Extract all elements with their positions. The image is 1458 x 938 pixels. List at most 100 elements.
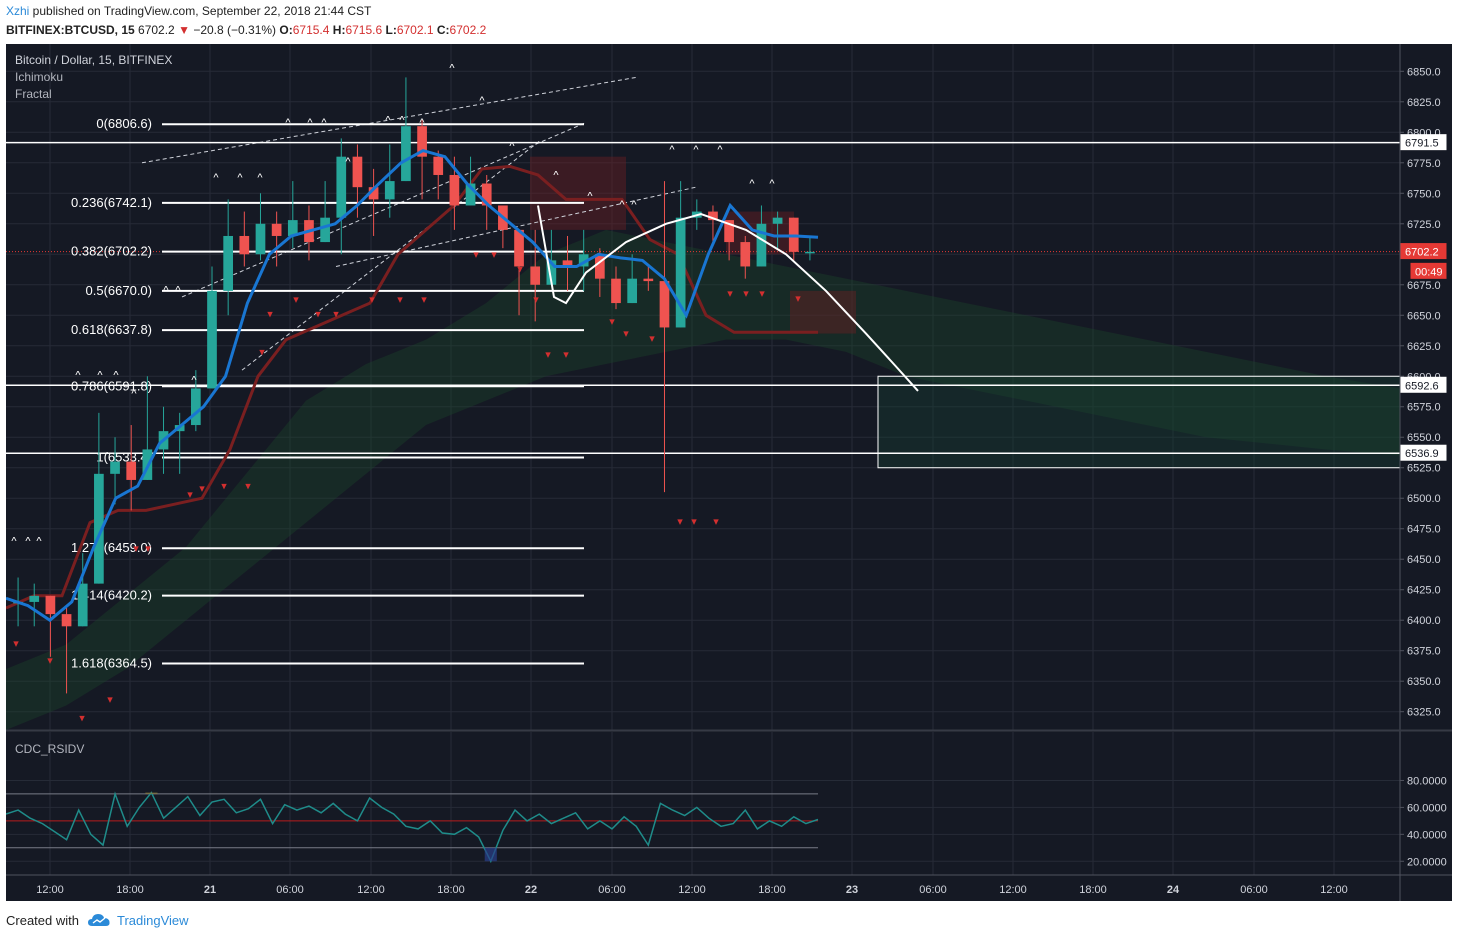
- candle-body[interactable]: [61, 614, 72, 627]
- author-link[interactable]: Xzhi: [6, 4, 30, 18]
- fractal-up-marker: ^: [509, 140, 515, 152]
- fractal-down-marker: ▾: [545, 349, 551, 361]
- candle-body[interactable]: [708, 211, 718, 221]
- candle-body[interactable]: [207, 290, 217, 389]
- target-box[interactable]: [877, 375, 1401, 469]
- candle-body[interactable]: [384, 181, 395, 200]
- candle-body[interactable]: [627, 278, 638, 304]
- rsi-tick-label: 20.0000: [1407, 856, 1447, 868]
- time-tick-label: 22: [525, 884, 537, 896]
- rsi-axis: 80.0000 60.0000 40.0000 20.0000: [1400, 775, 1447, 868]
- candle-body[interactable]: [368, 187, 379, 200]
- fib-level-label: 0(6806.6): [96, 116, 152, 131]
- candle-body[interactable]: [481, 183, 492, 206]
- fractal-up-marker: ^: [163, 284, 169, 296]
- candle-body[interactable]: [287, 220, 298, 236]
- candle-body[interactable]: [223, 235, 234, 291]
- price-tick-label: 6575.0: [1407, 402, 1441, 414]
- candle-body[interactable]: [611, 278, 621, 304]
- candle-body[interactable]: [190, 388, 201, 426]
- candle-body[interactable]: [239, 235, 250, 255]
- candle-body[interactable]: [94, 473, 104, 584]
- candle-body[interactable]: [643, 278, 654, 282]
- candle-body[interactable]: [578, 254, 589, 267]
- time-tick-label: 18:00: [437, 884, 465, 896]
- candle-body[interactable]: [29, 595, 40, 602]
- rsi-title[interactable]: CDC_RSIDV: [15, 742, 84, 756]
- candle-body[interactable]: [401, 126, 411, 182]
- fractal-down-marker: ▾: [743, 288, 749, 300]
- candle-body[interactable]: [805, 251, 815, 254]
- tradingview-cloud-icon[interactable]: [87, 911, 111, 929]
- candle-body[interactable]: [417, 126, 427, 157]
- tradingview-brand-link[interactable]: TradingView: [117, 913, 189, 928]
- price-chart-svg[interactable]: 0(6806.6) 0.236(6742.1) 0.382(6702.2) 0.5(6…: [5, 44, 1452, 901]
- candle-body[interactable]: [465, 183, 476, 206]
- fractal-down-marker: ▾: [13, 638, 19, 650]
- rsi-pane[interactable]: [5, 791, 819, 864]
- fractal-up-marker: ^: [693, 144, 699, 156]
- candle-body[interactable]: [659, 281, 670, 328]
- candle-body[interactable]: [45, 595, 56, 615]
- projection-path[interactable]: [537, 205, 919, 392]
- candle-body[interactable]: [756, 223, 767, 267]
- fractal-up-marker: ^: [191, 375, 197, 387]
- candle-body[interactable]: [546, 260, 557, 285]
- chart-area[interactable]: 0(6806.6) 0.236(6742.1) 0.382(6702.2) 0.5(6…: [5, 44, 1452, 901]
- candle-body[interactable]: [255, 223, 266, 255]
- fractal-up-marker: ^: [213, 172, 219, 184]
- candle-body[interactable]: [675, 217, 686, 328]
- fractal-down-marker: ▾: [759, 288, 765, 300]
- fractal-down-marker: ▾: [623, 328, 629, 340]
- fractal-down-marker: ▾: [691, 516, 697, 528]
- candle-body[interactable]: [530, 266, 541, 285]
- price-change: −20.8 (−0.31%): [193, 23, 277, 37]
- candle-body[interactable]: [126, 461, 137, 480]
- legend-title: Bitcoin / Dollar, 15, BITFINEX: [15, 53, 172, 67]
- fractal-down-marker: ▾: [397, 294, 403, 306]
- candle-body[interactable]: [77, 583, 88, 627]
- time-tick-label: 24: [1167, 884, 1180, 896]
- time-axis[interactable]: 12:00 18:00 21 06:00 12:00 18:00 22 06:00 12:00 1…: [36, 884, 1348, 896]
- fractal-up-marker: ^: [131, 388, 137, 400]
- fib-level-label: 1.618(6364.5): [71, 656, 152, 671]
- fibonacci-retracement[interactable]: 0(6806.6) 0.236(6742.1) 0.382(6702.2) 0.5(6…: [71, 116, 584, 671]
- trend-line[interactable]: [181, 122, 587, 298]
- price-tick-label: 6775.0: [1407, 158, 1441, 170]
- fractal-down-marker: ▾: [259, 347, 265, 359]
- candle-body[interactable]: [271, 223, 282, 236]
- candle-body[interactable]: [336, 156, 347, 218]
- legend-fractal[interactable]: Fractal: [15, 87, 52, 101]
- candle-body[interactable]: [514, 229, 524, 267]
- candle-body[interactable]: [352, 156, 363, 188]
- time-tick-label: 06:00: [598, 884, 626, 896]
- last-price: 6702.2: [138, 23, 175, 37]
- candle-body[interactable]: [562, 260, 573, 267]
- published-text: published on TradingView.com, September …: [29, 4, 372, 18]
- fractal-down-marker: ▾: [491, 249, 497, 261]
- fractal-down-marker: ▾: [649, 333, 655, 345]
- price-tick-label: 6425.0: [1407, 585, 1441, 597]
- axis-borders: [6, 44, 1452, 901]
- price-label-text: 6791.5: [1405, 138, 1439, 150]
- price-tick-label: 6500.0: [1407, 493, 1441, 505]
- candle-body[interactable]: [594, 254, 605, 279]
- fractal-up-marker: ^: [75, 370, 81, 382]
- candle-body[interactable]: [772, 217, 783, 224]
- candle-body[interactable]: [320, 217, 330, 243]
- fractal-up-marker: ^: [769, 178, 775, 190]
- fractal-up-marker: ^: [419, 117, 425, 129]
- fractal-up-marker: ^: [345, 156, 351, 168]
- time-tick-label: 18:00: [116, 884, 144, 896]
- fractal-up-marker: ^: [385, 115, 391, 127]
- candle-body[interactable]: [724, 220, 734, 243]
- candle-body[interactable]: [433, 156, 444, 175]
- legend-ichimoku[interactable]: Ichimoku: [15, 70, 63, 84]
- candle-body[interactable]: [110, 461, 120, 474]
- candle-series[interactable]: [13, 77, 815, 694]
- candle-body[interactable]: [740, 242, 751, 267]
- fractal-up-marker: ^: [717, 144, 723, 156]
- candle-body[interactable]: [449, 174, 460, 206]
- price-tick-label: 6850.0: [1407, 66, 1441, 78]
- price-tick-label: 6675.0: [1407, 280, 1441, 292]
